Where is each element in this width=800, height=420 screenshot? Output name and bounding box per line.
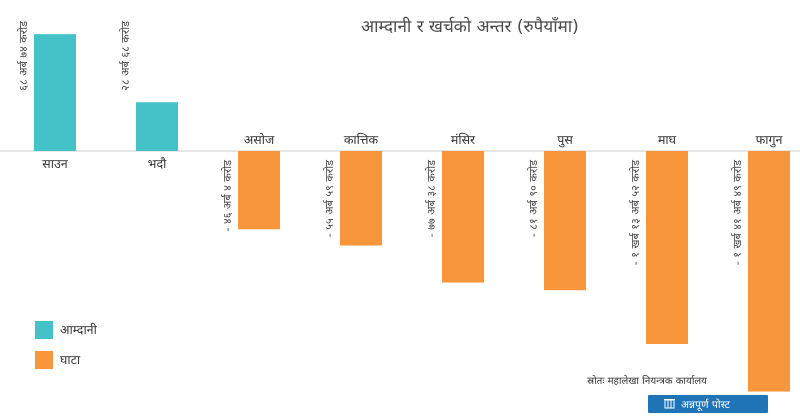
value-labels-group: ६८ अर्ब ७४ करोड २८ अर्ब ६८ करोड - ४६ अर्ब … <box>17 21 744 265</box>
building-icon <box>664 399 675 409</box>
category-label-mangsir: मंसिर <box>451 132 476 147</box>
bar-bhadau <box>136 102 178 151</box>
category-label-kartik: कात्तिक <box>344 132 379 147</box>
legend-swatch-income <box>35 321 53 339</box>
value-label-mangsir: - ७७ अर्ब ३८ करोड <box>425 160 438 237</box>
legend-label-deficit: घाटा <box>60 352 81 367</box>
bar-kartik <box>340 151 382 246</box>
source-note: स्रोतः महालेखा नियन्त्रक कार्यालय <box>587 375 707 387</box>
legend-swatch-deficit <box>35 351 53 369</box>
legend-label-income: आम्दानी <box>60 322 98 337</box>
category-label-bhadau: भदौ <box>148 156 167 171</box>
value-label-asoj: - ४६ अर्ब ४ करोड <box>221 160 234 232</box>
bar-falgun <box>748 151 790 392</box>
category-label-magh: माघ <box>658 132 677 147</box>
category-label-falgun: फागुन <box>756 132 784 148</box>
category-label-asoj: असोज <box>244 132 275 147</box>
brand-background <box>648 395 768 413</box>
value-label-falgun: - १ खर्ब ४१ अर्ब ४९ करोड <box>731 160 744 265</box>
category-label-push: पुस <box>557 132 573 148</box>
bar-sawan <box>34 34 76 151</box>
bar-mangsir <box>442 151 484 283</box>
value-label-sawan: ६८ अर्ब ७४ करोड <box>17 21 30 91</box>
category-labels-group: साउन भदौ असोज कात्तिक मंसिर पुस माघ फागुन <box>42 132 783 171</box>
value-label-push: - ८१ अर्ब ९० करोड <box>527 160 540 237</box>
legend: आम्दानी घाटा <box>35 321 98 369</box>
value-label-kartik: - ५५ अर्ब ५९ करोड <box>323 160 336 237</box>
bar-magh <box>646 151 688 344</box>
value-label-bhadau: २८ अर्ब ६८ करोड <box>119 21 132 91</box>
chart-title: आम्दानी र खर्चको अन्तर (रुपैयाँमा) <box>361 16 579 37</box>
brand-name: अन्नपूर्ण पोस्ट <box>681 398 731 411</box>
bars-group <box>34 34 790 392</box>
brand-logo: अन्नपूर्ण पोस्ट <box>648 395 768 413</box>
bar-asoj <box>238 151 280 230</box>
category-label-sawan: साउन <box>42 156 69 171</box>
bar-push <box>544 151 586 291</box>
value-label-magh: - १ खर्ब १३ अर्ब ५२ करोड <box>629 160 642 265</box>
